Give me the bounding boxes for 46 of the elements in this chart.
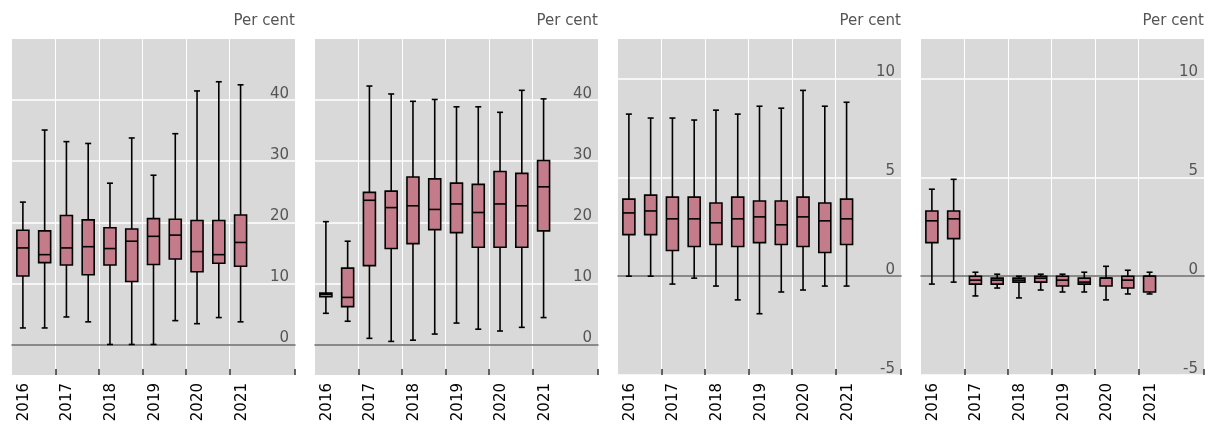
x-tick-label: 2018	[403, 383, 422, 422]
y-tick-label: 0	[279, 327, 289, 346]
y-tick-label: 5	[885, 160, 895, 179]
x-tick-label: 2017	[360, 383, 379, 422]
x-tick-label: 2019	[447, 383, 466, 422]
x-tick-label: 2016	[922, 383, 941, 422]
x-tick-label: 2016	[619, 383, 638, 422]
y-tick-label: 0	[885, 259, 895, 278]
y-axis-title: Per cent	[233, 10, 296, 29]
x-tick-label: 2016	[13, 383, 32, 422]
y-tick-label: 0	[582, 327, 592, 346]
y-tick-label: 20	[269, 205, 289, 224]
x-tick-label: 2021	[1140, 383, 1159, 422]
x-tick-label: 2020	[1097, 383, 1116, 422]
y-axis-title: Per cent	[536, 10, 599, 29]
x-tick-label: 2018	[1009, 383, 1028, 422]
y-tick-label: -5	[1183, 358, 1198, 377]
y-tick-label: 40	[572, 83, 592, 102]
y-tick-label: 10	[269, 266, 289, 285]
y-tick-label: 20	[572, 205, 592, 224]
x-tick-label: 2021	[231, 383, 250, 422]
x-tick-label: 2017	[57, 383, 76, 422]
y-tick-label: 30	[269, 144, 289, 163]
x-tick-label: 2019	[144, 383, 163, 422]
y-axis-title: Per cent	[1142, 10, 1205, 29]
x-tick-label: 2020	[188, 383, 207, 422]
x-tick-label: 2018	[706, 383, 725, 422]
x-tick-label: 2016	[316, 383, 335, 422]
y-tick-label: 10	[572, 266, 592, 285]
x-tick-label: 2019	[750, 383, 769, 422]
y-tick-label: -5	[880, 358, 895, 377]
x-tick-label: 2017	[966, 383, 985, 422]
x-tick-label: 2020	[794, 383, 813, 422]
x-tick-label: 2019	[1053, 383, 1072, 422]
x-tick-label: 2018	[100, 383, 119, 422]
x-tick-label: 2020	[491, 383, 510, 422]
x-tick-label: 2021	[837, 383, 856, 422]
y-tick-label: 0	[1188, 259, 1198, 278]
y-tick-label: 5	[1188, 160, 1198, 179]
x-tick-label: 2017	[663, 383, 682, 422]
y-tick-label: 30	[572, 144, 592, 163]
y-tick-label: 10	[1178, 62, 1198, 81]
y-axis-title: Per cent	[839, 10, 902, 29]
y-tick-label: 10	[875, 62, 895, 81]
y-tick-label: 40	[269, 83, 289, 102]
x-tick-label: 2021	[534, 383, 553, 422]
